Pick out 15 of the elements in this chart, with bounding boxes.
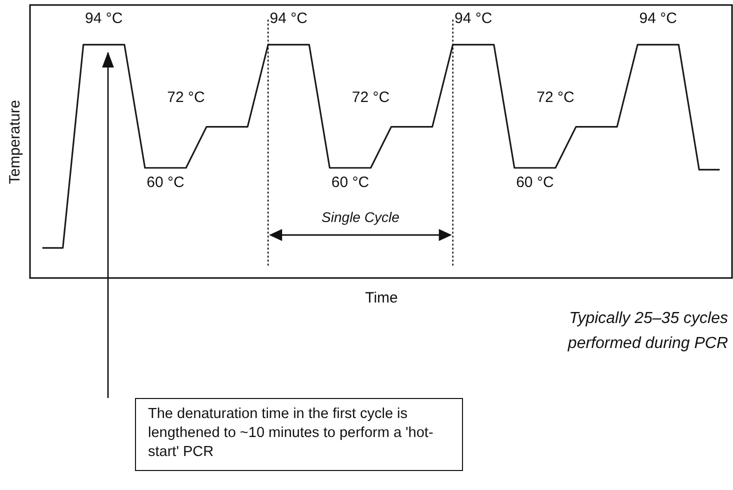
y-axis-title: Temperature (6, 100, 24, 184)
annotation: 60 °C (331, 174, 370, 191)
x-axis-title: Time (365, 290, 398, 306)
annotation: 72 °C (352, 88, 390, 106)
text: 94 °C (270, 10, 308, 27)
annotation: 60 °C (146, 174, 184, 191)
note-box: The denaturation time in the first cycle is lengthened to ~10 minutes to perform a 'hot-start' PCR (135, 398, 463, 471)
annotation: 60 °C (516, 174, 554, 191)
annotation: Single Cycle (322, 209, 400, 225)
text: Typically 25–35 cycles performed during PCR (566, 309, 728, 354)
text: 94 °C (639, 10, 677, 27)
annotation: 72 °C (536, 88, 574, 106)
text: 94 °C (454, 10, 492, 27)
text: 94 °C (85, 10, 123, 27)
annotation: 72 °C (167, 88, 205, 106)
